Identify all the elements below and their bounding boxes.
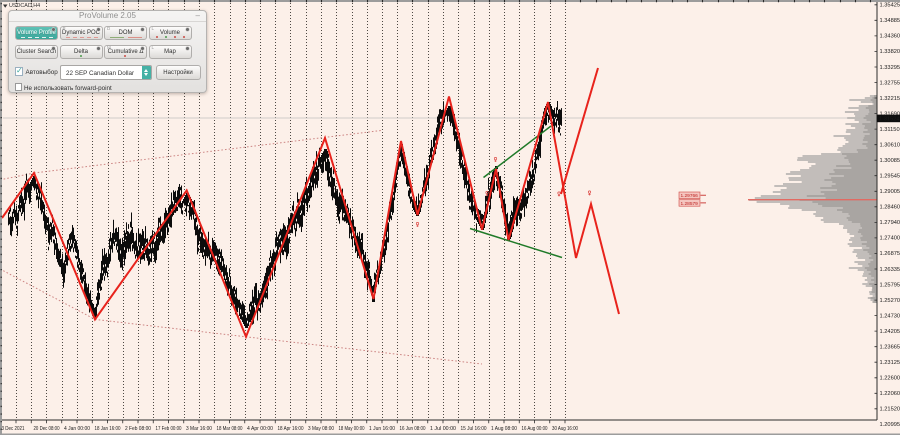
svg-text:1.26875: 1.26875 [880, 251, 900, 257]
svg-text:18 Apr 16:00: 18 Apr 16:00 [278, 426, 304, 432]
svg-text:3 Mar 16:00: 3 Mar 16:00 [186, 426, 212, 432]
svg-text:3 May 08:00: 3 May 08:00 [308, 426, 334, 432]
svg-text:1.31150: 1.31150 [880, 127, 900, 133]
svg-text:1 Aug 08:00: 1 Aug 08:00 [491, 426, 517, 432]
svg-text:1.30085: 1.30085 [880, 158, 900, 164]
svg-text:1.20995: 1.20995 [880, 422, 900, 428]
svg-text:15 Jul 16:00: 15 Jul 16:00 [461, 426, 487, 432]
svg-text:2 Feb 08:00: 2 Feb 08:00 [125, 426, 151, 432]
svg-text:1 Jul 00:00: 1 Jul 00:00 [430, 426, 456, 432]
svg-text:1.23125: 1.23125 [880, 360, 900, 366]
svg-text:1.28460: 1.28460 [880, 205, 900, 211]
svg-text:1.33295: 1.33295 [880, 65, 900, 71]
svg-text:30 Aug 16:00: 30 Aug 16:00 [552, 426, 578, 432]
svg-text:1.26335: 1.26335 [880, 267, 900, 273]
svg-text:1 Jun 16:00: 1 Jun 16:00 [369, 426, 395, 432]
svg-text:1.25270: 1.25270 [880, 298, 900, 304]
svg-text:1.22600: 1.22600 [880, 376, 900, 382]
svg-text:4 Jan 00:00: 4 Jan 00:00 [64, 426, 90, 432]
svg-text:4 Apr 00:00: 4 Apr 00:00 [247, 426, 273, 432]
svg-text:1.27940: 1.27940 [880, 220, 900, 226]
svg-text:1.25795: 1.25795 [880, 282, 900, 288]
svg-text:1.22060: 1.22060 [880, 391, 900, 397]
svg-text:1.29545: 1.29545 [880, 174, 900, 180]
svg-text:20 Dec 08:00: 20 Dec 08:00 [34, 426, 60, 432]
svg-text:1.33820: 1.33820 [880, 49, 900, 55]
svg-text:1.28579: 1.28579 [681, 201, 699, 207]
svg-text:1.35425: 1.35425 [880, 3, 900, 9]
svg-text:16 Jun 08:00: 16 Jun 08:00 [400, 426, 426, 432]
svg-text:1.32755: 1.32755 [880, 80, 900, 86]
svg-text:17 Feb 00:00: 17 Feb 00:00 [156, 426, 182, 432]
svg-text:1.32215: 1.32215 [880, 96, 900, 102]
svg-text:1.34885: 1.34885 [880, 18, 900, 24]
svg-text:1.24205: 1.24205 [880, 329, 900, 335]
svg-text:1.31690: 1.31690 [880, 111, 900, 117]
svg-text:1.29005: 1.29005 [880, 189, 900, 195]
svg-text:1.27400: 1.27400 [880, 236, 900, 242]
svg-text:1.30610: 1.30610 [880, 143, 900, 149]
svg-text:1.34360: 1.34360 [880, 34, 900, 40]
svg-text:1.23665: 1.23665 [880, 345, 900, 351]
svg-text:18 May 00:00: 18 May 00:00 [339, 426, 365, 432]
svg-text:18 Jan 16:00: 18 Jan 16:00 [95, 426, 121, 432]
svg-text:USDCAD,H4: USDCAD,H4 [9, 3, 40, 9]
svg-text:18 Mar 08:00: 18 Mar 08:00 [217, 426, 243, 432]
svg-text:3 Dec 2021: 3 Dec 2021 [2, 426, 25, 432]
svg-text:1.31524: 1.31524 [879, 117, 900, 123]
svg-text:16 Aug 00:00: 16 Aug 00:00 [522, 426, 548, 432]
svg-text:1.21520: 1.21520 [880, 407, 900, 413]
svg-text:1.24730: 1.24730 [880, 313, 900, 319]
svg-text:1.29766: 1.29766 [681, 193, 699, 199]
